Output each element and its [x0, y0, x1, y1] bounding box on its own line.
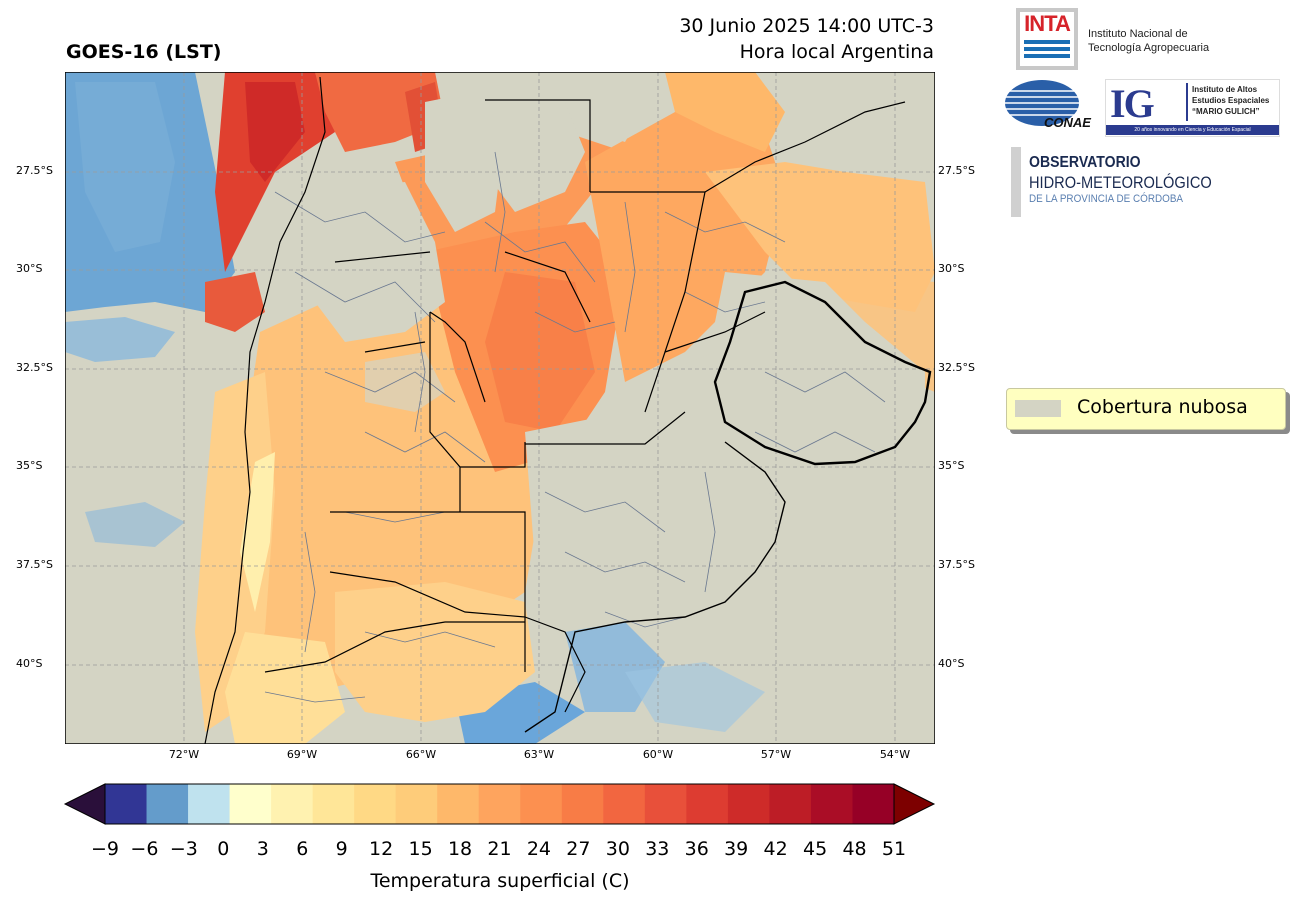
colorbar-tick: 3	[256, 838, 269, 860]
lat-tick-left: 32.5°S	[16, 361, 53, 374]
colorbar-segment	[437, 784, 480, 824]
colorbar-tick: 48	[842, 838, 867, 860]
colorbar-tick: 18	[447, 838, 473, 860]
legend-swatch	[1015, 400, 1061, 417]
date-line-utc: 30 Junio 2025 14:00 UTC-3	[679, 15, 934, 37]
date-header: 30 Junio 2025 14:00 UTC-3 Hora local Arg…	[560, 13, 934, 65]
inta-line-2: Tecnología Agropecuaria	[1088, 42, 1210, 54]
conae-mark: CONAE	[1044, 115, 1091, 130]
lon-tick: 54°W	[879, 748, 911, 761]
province-boundaries	[204, 76, 906, 744]
conae-globe-icon	[1005, 80, 1079, 126]
lat-tick-right: 35°S	[938, 459, 965, 472]
colorbar-segment	[644, 784, 687, 824]
observatorio-logo: OBSERVATORIO HIDRO-METEOROLÓGICO DE LA P…	[1029, 153, 1242, 205]
land-temperature-field	[195, 72, 935, 744]
lat-tick-left: 30°S	[16, 262, 43, 275]
colorbar-outline	[104, 783, 895, 825]
colorbar-tick: 42	[763, 838, 788, 860]
colorbar-tick: −6	[130, 838, 159, 860]
colorbar-segment	[188, 784, 231, 824]
colorbar-tick: 6	[296, 838, 309, 860]
lat-tick-right: 30°S	[938, 262, 965, 275]
inta-line-1: Instituto Nacional de	[1088, 28, 1188, 40]
colorbar-segment	[105, 784, 148, 824]
inta-mark: INTA	[1024, 11, 1071, 36]
lon-tick: 72°W	[168, 748, 200, 761]
lat-tick-right: 32.5°S	[938, 361, 975, 374]
uruguay-border	[713, 280, 932, 466]
colorbar-tick: −9	[90, 838, 120, 860]
inta-logo: INTA	[1016, 8, 1078, 70]
observatorio-bar	[1011, 147, 1021, 217]
map-title: GOES-16 (LST)	[66, 41, 222, 63]
inta-name: Instituto Nacional de Tecnología Agropec…	[1088, 27, 1209, 55]
legend-label: Cobertura nubosa	[1077, 396, 1248, 418]
lon-tick: 57°W	[760, 748, 792, 761]
colorbar-segment	[520, 784, 563, 824]
colorbar-tick: 36	[684, 838, 709, 860]
colorbar-tick: 15	[408, 838, 433, 860]
colorbar-segment	[603, 784, 646, 824]
colorbar-segment	[395, 784, 438, 824]
colorbar-segment	[312, 784, 355, 824]
lat-tick-left: 40°S	[16, 657, 43, 670]
colorbar-segment	[686, 784, 729, 824]
colorbar-tick: 30	[605, 838, 630, 860]
colorbar-segment	[478, 784, 521, 824]
ig-footer: 20 años innovando en Ciencia y Educación…	[1106, 125, 1279, 135]
date-line-local: Hora local Argentina	[739, 41, 934, 63]
colorbar-label: Temperatura superficial (C)	[370, 870, 630, 892]
buenos-aires-coast	[524, 441, 786, 733]
lon-tick: 60°W	[642, 748, 674, 761]
colorbar-segment	[354, 784, 397, 824]
colorbar-under-arrow	[63, 783, 106, 825]
colorbar-tick: 0	[217, 838, 230, 860]
lon-tick: 63°W	[523, 748, 555, 761]
colorbar-tick: 12	[369, 838, 394, 860]
colorbar-segment	[229, 784, 272, 824]
ig-mark: IG	[1110, 81, 1155, 126]
lat-tick-left: 27.5°S	[16, 164, 53, 177]
colorbar-segments	[105, 784, 895, 824]
ig-name: Instituto de Altos Estudios Espaciales “…	[1192, 84, 1269, 117]
colorbar-tick: 9	[335, 838, 348, 860]
colorbar-tick: 39	[724, 838, 749, 860]
lat-tick-left: 35°S	[16, 459, 43, 472]
colorbar	[63, 783, 936, 825]
obs-line-2: HIDRO-METEOROLÓGICO	[1029, 173, 1212, 192]
colorbar-tick: 21	[487, 838, 512, 860]
colorbar-segment	[769, 784, 812, 824]
ig-line-1: Instituto de Altos	[1192, 85, 1258, 94]
lat-tick-right: 37.5°S	[938, 558, 975, 571]
colorbar-tick: 33	[645, 838, 670, 860]
colorbar-segment	[146, 784, 189, 824]
colorbar-tick: 24	[526, 838, 552, 860]
colorbar-tick: 51	[881, 838, 907, 860]
ig-logo: IG Instituto de Altos Estudios Espaciale…	[1105, 79, 1280, 137]
lon-tick: 66°W	[405, 748, 437, 761]
colorbar-segment	[852, 784, 895, 824]
ig-line-2: Estudios Espaciales	[1192, 96, 1270, 105]
colorbar-segment	[561, 784, 604, 824]
lat-tick-right: 27.5°S	[938, 164, 975, 177]
colorbar-tick: −3	[169, 838, 198, 860]
ig-line-3: “MARIO GULICH”	[1192, 107, 1260, 116]
colorbar-tick: 27	[566, 838, 591, 860]
map-canvas	[65, 72, 935, 744]
department-boundaries	[264, 151, 886, 703]
colorbar-over-arrow	[893, 783, 936, 825]
colorbar-segment	[271, 784, 314, 824]
conae-logo: CONAE	[1004, 79, 1091, 131]
obs-line-1: OBSERVATORIO	[1029, 154, 1141, 171]
lat-tick-left: 37.5°S	[16, 558, 53, 571]
colorbar-tick: 45	[803, 838, 828, 860]
cloud-cover-legend: Cobertura nubosa	[1006, 388, 1286, 430]
lon-tick: 69°W	[286, 748, 318, 761]
lat-tick-right: 40°S	[938, 657, 965, 670]
colorbar-segment	[810, 784, 853, 824]
colorbar-segment	[727, 784, 770, 824]
obs-line-3: DE LA PROVINCIA DE CÓRDOBA	[1029, 193, 1184, 205]
